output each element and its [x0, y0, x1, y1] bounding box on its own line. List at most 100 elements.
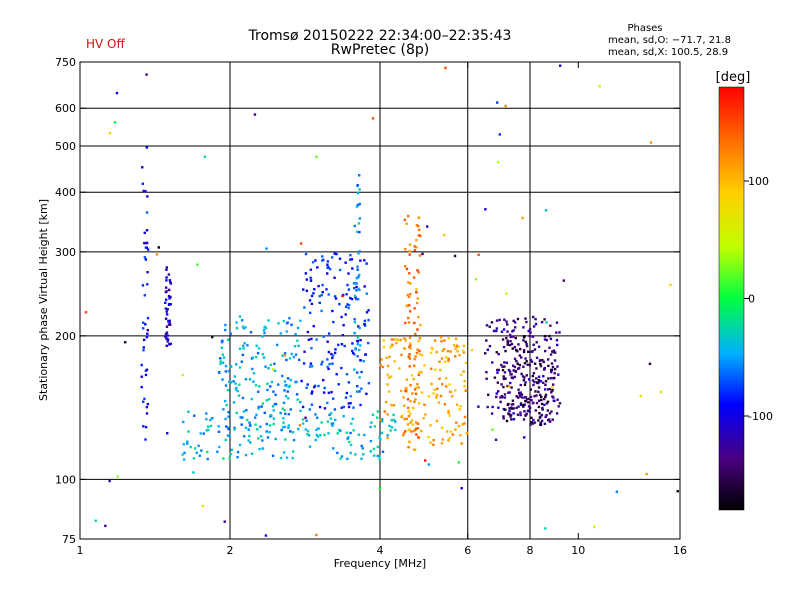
data-point	[182, 420, 185, 424]
data-point	[410, 430, 413, 433]
data-point	[503, 361, 506, 364]
data-point	[353, 353, 356, 356]
data-point	[146, 248, 150, 251]
data-point	[316, 435, 320, 438]
data-point	[413, 400, 416, 404]
data-point	[227, 369, 230, 373]
data-point	[458, 408, 461, 411]
data-point	[343, 344, 346, 348]
data-point	[547, 418, 551, 421]
data-point	[502, 415, 505, 418]
data-point	[461, 423, 464, 426]
data-point	[440, 357, 444, 360]
data-point	[248, 421, 251, 424]
data-point	[541, 358, 544, 362]
data-point	[356, 339, 359, 343]
data-point	[531, 374, 535, 378]
data-point	[409, 412, 412, 415]
data-point	[187, 410, 190, 413]
data-point	[355, 285, 358, 289]
data-point	[391, 343, 394, 347]
data-point	[485, 324, 489, 327]
data-point	[233, 426, 236, 430]
data-point	[146, 332, 149, 335]
data-point	[522, 365, 525, 369]
data-point	[405, 304, 409, 307]
data-point	[529, 358, 533, 362]
data-point	[143, 231, 146, 235]
data-point	[261, 439, 264, 442]
data-point	[512, 364, 515, 367]
data-point	[405, 378, 408, 381]
data-point	[525, 320, 528, 324]
data-point	[514, 348, 518, 352]
data-point	[504, 349, 507, 353]
data-point	[456, 350, 459, 353]
data-point	[390, 338, 394, 341]
data-point	[532, 418, 535, 422]
data-point	[253, 416, 257, 419]
data-point	[539, 421, 542, 425]
data-point	[333, 252, 336, 255]
data-point	[444, 377, 448, 380]
data-point	[353, 368, 356, 371]
data-point	[325, 288, 328, 291]
data-point	[409, 347, 412, 350]
data-point	[457, 424, 461, 428]
data-point	[429, 424, 432, 427]
data-point	[532, 325, 536, 328]
data-point	[392, 404, 396, 407]
data-point	[344, 313, 347, 316]
data-point	[409, 384, 412, 387]
data-point	[537, 378, 541, 382]
data-point	[523, 376, 526, 379]
data-point	[238, 383, 241, 386]
data-point	[387, 390, 391, 393]
data-point	[288, 357, 292, 360]
data-point	[326, 340, 329, 343]
data-point	[318, 405, 322, 409]
data-point	[525, 344, 529, 348]
data-point	[356, 371, 359, 374]
data-point	[251, 356, 255, 359]
data-point	[189, 445, 192, 449]
data-point	[141, 284, 145, 287]
data-point	[304, 272, 308, 275]
data-point	[280, 428, 283, 432]
data-point	[338, 268, 342, 272]
data-point	[216, 450, 219, 453]
data-point	[322, 378, 325, 382]
data-point	[145, 405, 149, 409]
data-point	[264, 327, 268, 330]
data-point	[404, 339, 408, 342]
data-point	[486, 405, 489, 409]
data-point	[310, 294, 314, 298]
data-point	[441, 438, 445, 441]
data-point	[250, 397, 253, 401]
data-point	[310, 347, 313, 350]
data-point	[306, 430, 310, 433]
data-point	[315, 428, 318, 432]
data-point	[290, 352, 293, 356]
data-point	[556, 365, 559, 368]
data-point	[310, 365, 314, 368]
data-point	[401, 434, 405, 437]
data-point	[281, 354, 284, 357]
data-point	[521, 216, 524, 220]
data-point	[144, 241, 147, 245]
data-point	[394, 420, 397, 423]
data-point	[418, 337, 422, 340]
data-point	[358, 390, 361, 393]
data-point	[234, 382, 237, 385]
data-point	[538, 412, 541, 415]
data-point	[530, 398, 533, 402]
data-point	[306, 433, 309, 436]
data-point	[498, 318, 501, 322]
data-point	[516, 396, 520, 399]
colorbar: [deg] 100 0 -100	[716, 70, 773, 511]
data-point	[243, 342, 246, 345]
data-point	[506, 343, 509, 346]
data-point	[145, 229, 149, 232]
data-point	[349, 402, 352, 405]
data-point	[222, 408, 225, 411]
